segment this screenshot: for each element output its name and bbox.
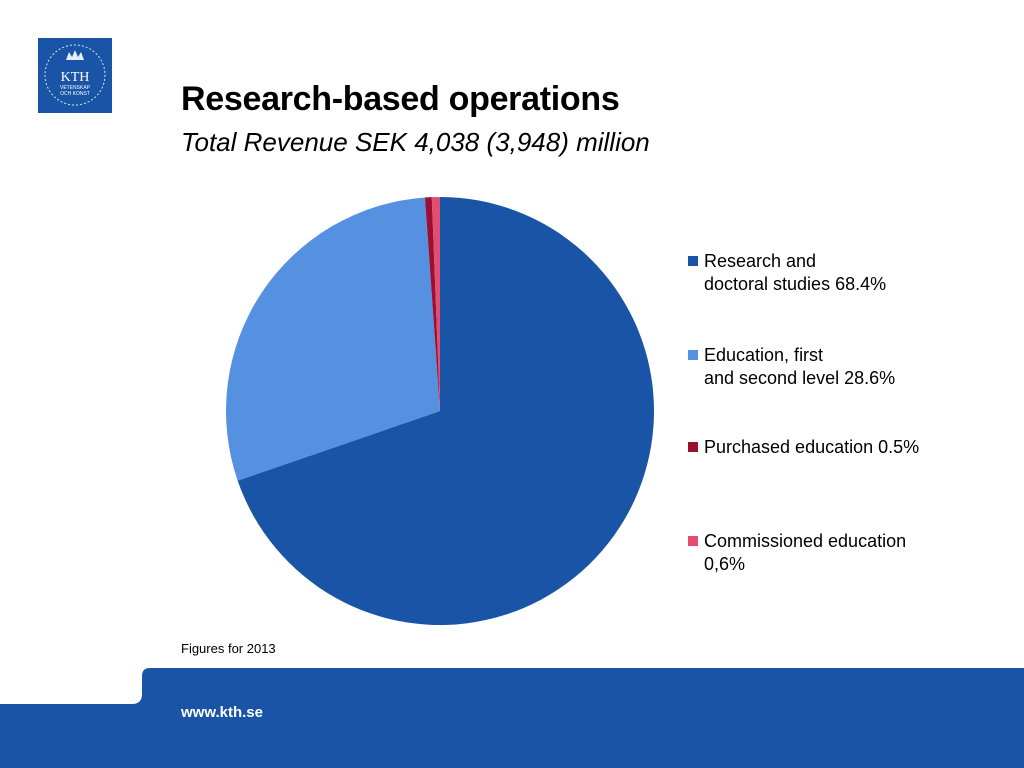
legend-swatch-purchased [688,442,698,452]
pie-slice-purchased [424,197,440,411]
revenue-pie-chart [226,197,655,625]
legend-swatch-research [688,256,698,266]
footer-band [0,668,1024,768]
slide-title: Research-based operations [181,80,620,118]
kth-logo: KTH VETENSKAP OCH KONST [38,38,112,113]
website-link[interactable]: www.kth.se [181,704,263,721]
logo-text: KTH [61,70,90,85]
pie-slice-research [237,197,655,625]
legend-label-research-2: doctoral studies 68.4% [704,274,887,294]
legend-label-purchased-1: Purchased education 0.5% [704,437,920,457]
kth-emblem-icon: KTH VETENSKAP OCH KONST [44,44,106,106]
legend-label-commissioned-2: 0,6% [704,554,746,574]
footer-shape [0,668,1024,768]
legend-label-commissioned-1: Commissioned education [704,531,907,551]
pie-slice-commissioned [431,197,440,411]
logo-line3: OCH KONST [60,91,90,97]
legend-swatch-education [688,350,698,360]
slide-subtitle: Total Revenue SEK 4,038 (3,948) million [181,127,650,157]
legend-label-research-1: Research and [704,251,817,271]
legend-swatch-commissioned [688,536,698,546]
logo-line2: VETENSKAP [60,85,91,91]
legend-label-education-2: and second level 28.6% [704,368,896,388]
pie-slice-education [226,197,440,481]
legend-label-education-1: Education, first [704,345,824,365]
figures-note: Figures for 2013 [181,641,276,656]
